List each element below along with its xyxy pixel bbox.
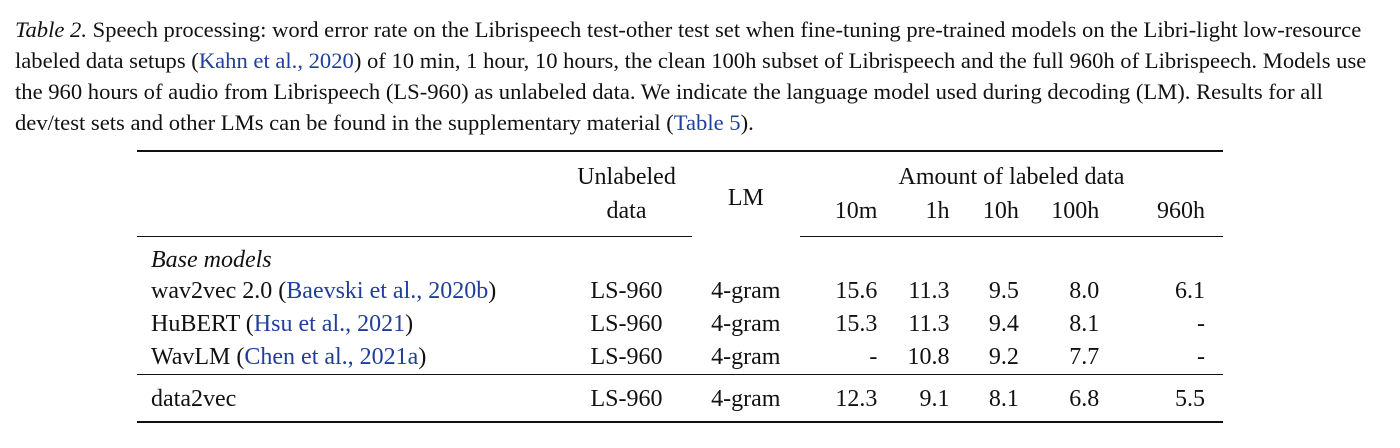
header-col: 10m <box>799 194 882 237</box>
model-cell: wav2vec 2.0 (Baevski et al., 2020b) <box>137 275 561 308</box>
lm-cell: 4-gram <box>711 278 781 304</box>
header-empty <box>137 194 562 237</box>
value-cell: - <box>1197 344 1205 370</box>
header-col: 10h <box>967 194 1033 237</box>
table-row: wav2vec 2.0 (Baevski et al., 2020b) LS-9… <box>137 275 1223 308</box>
model-close: ) <box>418 344 427 370</box>
value-cell: 11.3 <box>908 278 950 304</box>
value-cell: 9.5 <box>988 278 1019 304</box>
model-cell: WavLM (Chen et al., 2021a) <box>137 341 561 375</box>
header-row-2: data 10m 1h 10h 100h 960h <box>137 194 1223 237</box>
results-table-wrap: Unlabeled LM Amount of labeled data data… <box>137 150 1223 423</box>
model-close: ) <box>488 278 497 304</box>
value-cell: 9.1 <box>881 374 968 423</box>
value-cell: 8.1 <box>1069 311 1100 337</box>
header-row-1: Unlabeled LM Amount of labeled data <box>137 151 1223 211</box>
value-cell: 10.8 <box>907 344 950 370</box>
caption-label: Table 2. <box>15 17 87 42</box>
header-unlabeled: Unlabeled <box>577 163 676 190</box>
group-label: Base models <box>151 246 272 273</box>
model-name: HuBERT ( <box>151 311 254 337</box>
model-name: wav2vec 2.0 ( <box>151 278 287 304</box>
header-lm: LM <box>727 184 764 211</box>
lm-cell: 4-gram <box>711 311 781 337</box>
citation-link[interactable]: Chen et al., 2021a <box>244 344 419 370</box>
header-col: 100h <box>1032 194 1130 237</box>
unlabeled-cell: LS-960 <box>590 344 663 370</box>
value-cell: 8.1 <box>967 374 1033 423</box>
group-row: Base models <box>137 237 1223 276</box>
citation-link[interactable]: Baevski et al., 2020b <box>286 278 489 304</box>
value-cell: 5.5 <box>1129 374 1223 423</box>
unlabeled-cell: LS-960 <box>590 278 663 304</box>
value-cell: - <box>869 344 878 370</box>
table-row: HuBERT (Hsu et al., 2021) LS-960 4-gram … <box>137 308 1223 341</box>
citation-link[interactable]: Kahn et al., 2020 <box>198 48 354 73</box>
value-cell: 9.4 <box>988 311 1019 337</box>
value-cell: 6.8 <box>1032 374 1130 423</box>
lm-cell: 4-gram <box>711 344 781 370</box>
table-row-data2vec: data2vec LS-960 4-gram 12.3 9.1 8.1 6.8 … <box>137 374 1223 423</box>
header-col: 1h <box>881 194 968 237</box>
value-cell: 7.7 <box>1069 344 1100 370</box>
value-cell: 15.3 <box>835 311 878 337</box>
table-reference-link[interactable]: Table 5 <box>673 110 741 135</box>
caption-text: ). <box>740 110 754 135</box>
value-cell: 8.0 <box>1069 278 1100 304</box>
header-col: 960h <box>1129 194 1223 237</box>
value-cell: 15.6 <box>835 278 878 304</box>
caption-text: Speech processing: word error rate on th… <box>15 17 1362 73</box>
model-cell: HuBERT (Hsu et al., 2021) <box>137 308 561 341</box>
header-empty <box>137 151 561 194</box>
citation-link[interactable]: Hsu et al., 2021 <box>253 311 406 337</box>
value-cell: - <box>1197 311 1205 337</box>
table-row: WavLM (Chen et al., 2021a) LS-960 4-gram… <box>137 341 1223 375</box>
model-close: ) <box>405 311 414 337</box>
lm-cell: 4-gram <box>691 374 800 423</box>
header-data: data <box>561 194 692 237</box>
caption-text: ) of 10 min, 1 hour, 10 hours, the clean… <box>15 48 1367 135</box>
model-name: WavLM ( <box>151 344 245 370</box>
value-cell: 6.1 <box>1175 278 1205 304</box>
unlabeled-cell: LS-960 <box>590 311 663 337</box>
unlabeled-cell: LS-960 <box>561 374 692 423</box>
header-amount-of-labeled-data: Amount of labeled data <box>898 163 1125 190</box>
value-cell: 9.2 <box>988 344 1019 370</box>
table-caption: Table 2. Speech processing: word error r… <box>15 14 1385 138</box>
value-cell: 12.3 <box>799 374 882 423</box>
model-cell: data2vec <box>137 374 562 423</box>
value-cell: 11.3 <box>908 311 950 337</box>
results-table: Unlabeled LM Amount of labeled data data… <box>137 150 1223 423</box>
